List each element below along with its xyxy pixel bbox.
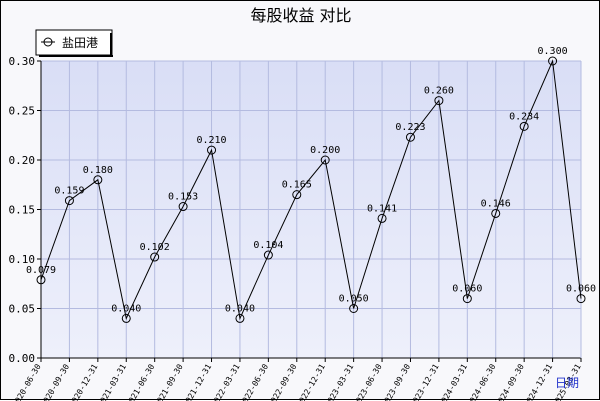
data-label: 0.102 [140,242,170,253]
data-label: 0.104 [253,240,283,251]
y-tick-label: 0.30 [9,55,36,68]
data-point [207,145,217,155]
data-point [377,213,387,223]
data-label: 0.300 [538,46,568,57]
data-point [93,175,103,185]
data-point [576,294,586,304]
x-axis-unit-label: 日期 [555,376,579,390]
data-point [235,313,245,323]
legend-marker [43,37,53,47]
data-point [292,190,302,200]
data-label: 0.223 [395,122,425,133]
data-label: 0.050 [339,294,369,305]
data-point [519,121,529,131]
x-tick-label: 2022-03-31 [210,362,242,401]
legend: 盐田港 [35,29,113,57]
data-point [263,250,273,260]
x-tick-label: 2021-09-30 [153,362,185,401]
data-point [548,56,558,66]
data-point [150,252,160,262]
series-line [40,59,582,321]
data-label: 0.141 [367,203,397,214]
data-point [36,275,46,285]
x-tick-label: 2022-06-30 [238,362,270,401]
data-label: 0.165 [282,180,312,191]
x-tick-label: 2024-06-30 [466,362,498,401]
y-tick-label: 0.10 [9,253,36,266]
x-tick-label: 2024-03-31 [437,362,469,401]
data-point [491,208,501,218]
data-point [405,132,415,142]
x-tick-label: 2023-03-31 [323,362,355,401]
y-tick-label: 0.25 [9,105,36,118]
x-tick-label: 2023-12-31 [409,362,441,401]
data-label: 0.200 [310,145,340,156]
chart-title: 每股收益 对比 [250,6,351,25]
x-tick-label: 2024-09-30 [494,362,526,401]
x-tick-label: 2020-12-31 [68,362,100,401]
y-tick-label: 0.20 [9,154,36,167]
data-point [64,196,74,206]
x-tick-label: 2020-09-30 [39,362,71,401]
data-label: 0.210 [196,135,226,146]
x-tick-label: 2021-12-31 [181,362,213,401]
y-tick-label: 0.05 [9,303,36,316]
data-point [462,294,472,304]
data-label: 0.180 [83,165,113,176]
data-point [178,202,188,212]
data-label: 0.040 [111,303,141,314]
x-tick-label: 2023-09-30 [380,362,412,401]
data-label: 0.159 [54,186,84,197]
data-point [434,96,444,106]
x-tick-label: 2020-06-30 [11,362,43,401]
legend-label: 盐田港 [62,36,98,50]
y-tick-label: 0.00 [9,352,36,365]
data-label: 0.060 [452,284,482,295]
x-tick-label: 2021-03-31 [96,362,128,401]
data-label: 0.146 [481,198,511,209]
x-tick-label: 2021-06-30 [125,362,157,401]
data-point [121,313,131,323]
data-label: 0.234 [509,111,539,122]
x-tick-label: 2022-09-30 [267,362,299,401]
y-tick-label: 0.15 [9,204,36,217]
data-label: 0.079 [26,265,56,276]
data-point [349,304,359,313]
x-tick-label: 2022-12-31 [295,362,327,401]
x-tick-label: 2023-06-30 [352,362,384,401]
x-tick-label: 2024-12-31 [522,362,554,401]
data-label: 0.260 [424,86,454,97]
data-point [320,155,330,165]
data-label: 0.153 [168,192,198,203]
data-label: 0.060 [566,284,596,295]
data-label: 0.040 [225,303,255,314]
